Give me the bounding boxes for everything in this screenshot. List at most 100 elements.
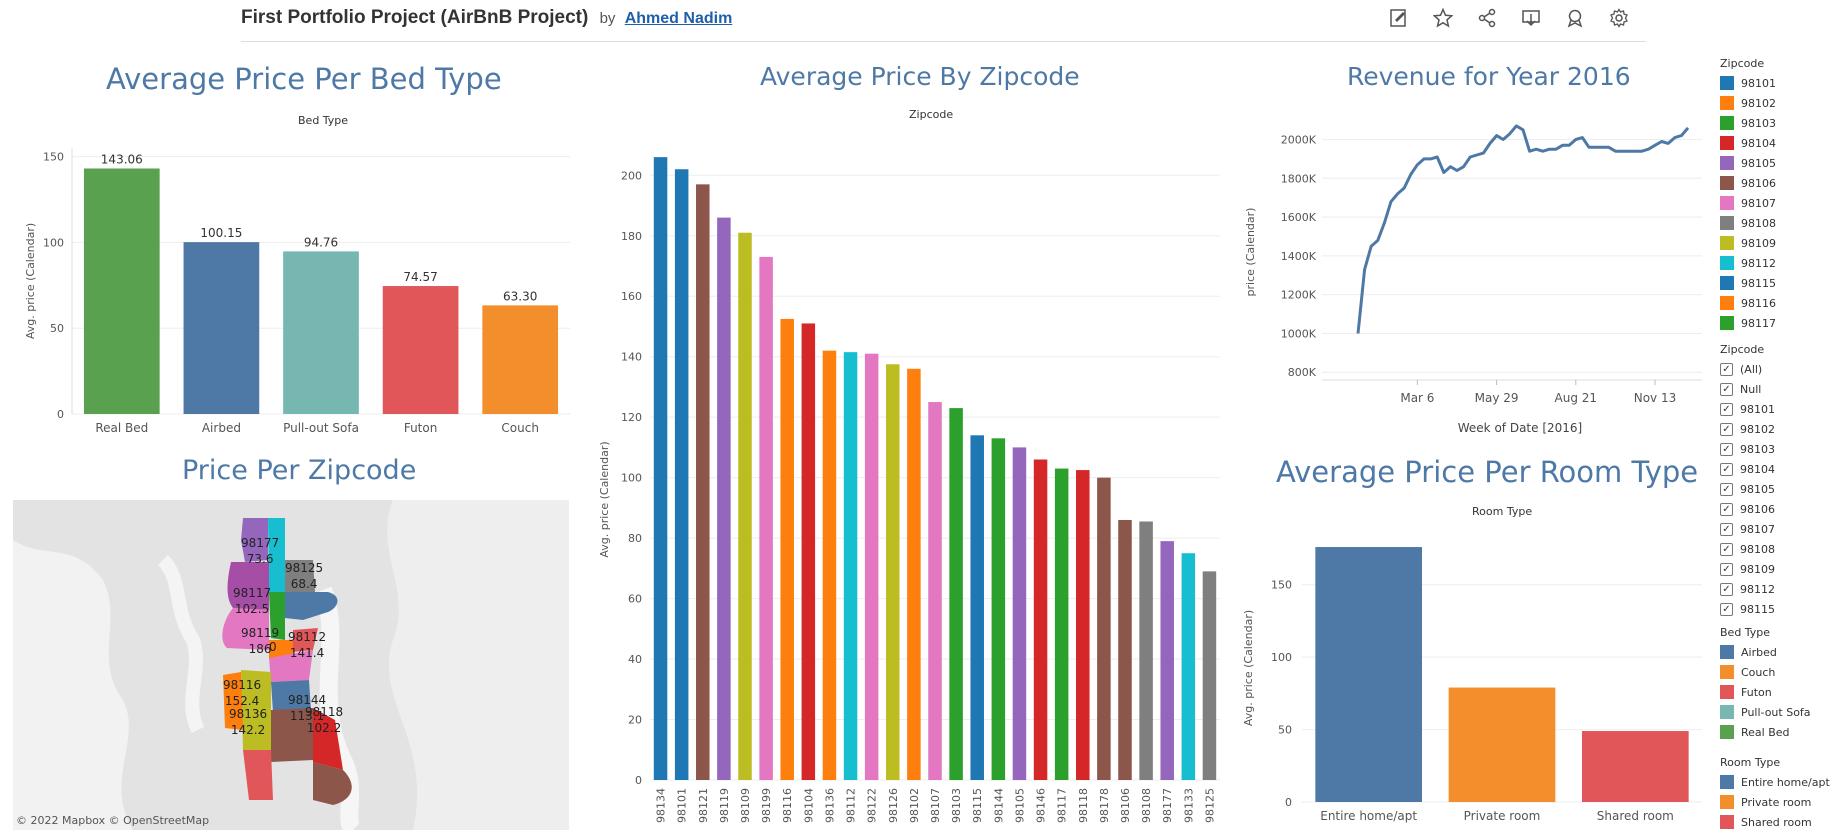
zipcode-filter-option[interactable]: ✓ 98104 [1720, 459, 1775, 479]
checkbox-icon[interactable]: ✓ [1720, 502, 1733, 516]
map-zip-code: 98136 [229, 707, 268, 721]
checkbox-icon[interactable]: ✓ [1720, 462, 1733, 476]
bed-x-tick: Pull-out Sofa [283, 421, 359, 435]
zipcode-legend-item[interactable]: 98105 [1720, 153, 1776, 173]
checkbox-icon[interactable]: ✓ [1720, 602, 1733, 616]
zipcode-filter-option[interactable]: ✓ 98108 [1720, 539, 1775, 559]
zipcode-legend-item[interactable]: 98103 [1720, 113, 1776, 133]
zipcode-filter-option[interactable]: ✓ 98103 [1720, 439, 1775, 459]
zipcode-legend-item[interactable]: 98102 [1720, 93, 1776, 113]
zipcode-legend-label: 98103 [1741, 116, 1776, 130]
author-link[interactable]: Ahmed Nadim [624, 10, 733, 27]
map-zip-label[interactable]: 98125 68.4 [285, 560, 323, 592]
bed-type-legend-swatch [1720, 685, 1734, 699]
checkbox-icon[interactable]: ✓ [1720, 582, 1733, 596]
bed-type-legend-item[interactable]: Airbed [1720, 642, 1811, 662]
zipcode-legend-label: 98107 [1741, 196, 1776, 210]
zipcode-filter-option[interactable]: ✓ 98112 [1720, 579, 1775, 599]
rev-y-tick: 1000K [1281, 327, 1317, 340]
header-divider [241, 41, 1646, 42]
share-icon[interactable] [1475, 6, 1499, 30]
zipcode-filter-option[interactable]: ✓ 98106 [1720, 499, 1775, 519]
checkbox-icon[interactable]: ✓ [1720, 522, 1733, 536]
bed-type-legend-item[interactable]: Couch [1720, 662, 1811, 682]
rev-y-tick: 2000K [1281, 134, 1317, 147]
zipcode-filter-option[interactable]: ✓ 98107 [1720, 519, 1775, 539]
bed-bar [482, 305, 559, 414]
zipcode-filter-option[interactable]: ✓ 98101 [1720, 399, 1775, 419]
rev-y-tick: 1200K [1281, 289, 1317, 302]
bed-type-legend-label: Pull-out Sofa [1741, 705, 1811, 719]
map-zip-label[interactable]: 98119 186 [241, 625, 279, 657]
bed-bar [183, 242, 260, 414]
bed-type-legend-item[interactable]: Pull-out Sofa [1720, 702, 1811, 722]
zipcode-filter-option[interactable]: ✓ (All) [1720, 359, 1775, 379]
map-zip-label[interactable]: 98144 113.1 [288, 692, 326, 724]
revenue-line-chart[interactable]: 800K 1000K 1200K 1400K 1600K 1800K 2000K price … [1232, 110, 1712, 440]
checkbox-icon[interactable]: ✓ [1720, 482, 1733, 496]
zipcode-filter-option[interactable]: ✓ Null [1720, 379, 1775, 399]
zipcode-legend-item[interactable]: 98116 [1720, 293, 1776, 313]
bed-type-legend-item[interactable]: Real Bed [1720, 722, 1811, 742]
zipcode-legend-item[interactable]: 98117 [1720, 313, 1776, 333]
bed-type-legend-item[interactable]: Futon [1720, 682, 1811, 702]
settings-icon[interactable] [1607, 6, 1631, 30]
zipcode-legend-item[interactable]: 98104 [1720, 133, 1776, 153]
zipcode-legend-title: Zipcode [1720, 57, 1765, 70]
map-zip-label[interactable]: 98136 142.2 [229, 706, 267, 738]
checkbox-icon[interactable]: ✓ [1720, 362, 1733, 376]
room-y-tick: 0 [1285, 796, 1292, 809]
checkbox-icon[interactable]: ✓ [1720, 562, 1733, 576]
room-type-legend-item[interactable]: Private room [1720, 792, 1830, 812]
bed-type-legend-swatch [1720, 665, 1734, 679]
room-type-legend-item[interactable]: Entire home/apt [1720, 772, 1830, 792]
room-type-chart[interactable]: 0 50 100 150 Avg. price (Calendar) Entire hom… [1232, 520, 1712, 836]
map-zip-label[interactable]: 98116 152.4 [223, 677, 261, 709]
bed-type-legend-title: Bed Type [1720, 626, 1771, 639]
room-x-tick: Shared room [1597, 809, 1674, 823]
zipcode-legend-item[interactable]: 98106 [1720, 173, 1776, 193]
room-type-legend-item[interactable]: Shared room [1720, 812, 1830, 832]
edit-icon[interactable] [1387, 6, 1411, 30]
map-zip-label[interactable]: 98117 102.5 [233, 585, 271, 617]
zipcode-filter-option[interactable]: ✓ 98105 [1720, 479, 1775, 499]
map-zip-label[interactable]: 98112 141.4 [288, 629, 326, 661]
zipcode-filter-option[interactable]: ✓ 98102 [1720, 419, 1775, 439]
zipcode-legend-item[interactable]: 98108 [1720, 213, 1776, 233]
zip-y-tick: 160 [621, 290, 642, 303]
star-icon[interactable] [1431, 6, 1455, 30]
map-attribution[interactable]: © 2022 Mapbox © OpenStreetMap [16, 814, 210, 827]
checkbox-icon[interactable]: ✓ [1720, 402, 1733, 416]
bed-x-tick: Airbed [202, 421, 241, 435]
zip-chart-header: Zipcode [909, 108, 954, 121]
checkbox-icon[interactable]: ✓ [1720, 542, 1733, 556]
zipcode-filter-option[interactable]: ✓ 98115 [1720, 599, 1775, 619]
room-type-legend-title: Room Type [1720, 756, 1781, 769]
zip-bar [1139, 521, 1153, 780]
zipcode-legend-item[interactable]: 98115 [1720, 273, 1776, 293]
download-icon[interactable] [1519, 6, 1543, 30]
zipcode-filter-label: Null [1740, 382, 1762, 396]
zipcode-legend-swatch [1720, 316, 1734, 330]
bed-value-label: 94.76 [304, 235, 338, 249]
zipcode-filter-option[interactable]: ✓ 98109 [1720, 559, 1775, 579]
zipcode-legend-item[interactable]: 98112 [1720, 253, 1776, 273]
bed-y-tick: 0 [57, 408, 64, 421]
map-zip-label[interactable]: 98118 102.2 [305, 704, 343, 736]
map-zip-label[interactable]: 98177 73.6 [241, 535, 279, 567]
room-x-tick: Private room [1464, 809, 1541, 823]
zip-bar [1181, 553, 1196, 780]
map-zip-value: 152.4 [224, 694, 260, 708]
zipcode-legend-item[interactable]: 98101 [1720, 73, 1776, 93]
zipcode-bar-chart[interactable]: 0 20 40 60 80 100 120 140 160 180 200 Avg. price (C… [580, 125, 1230, 830]
checkbox-icon[interactable]: ✓ [1720, 382, 1733, 396]
bed-type-chart[interactable]: 0 50 100 150 Avg. price (Calendar) 143.06 Real… [0, 130, 590, 450]
checkbox-icon[interactable]: ✓ [1720, 422, 1733, 436]
top-bar: First Portfolio Project (AirBnB Project)… [0, 0, 1842, 42]
zipcode-legend-item[interactable]: 98109 [1720, 233, 1776, 253]
zip-y-label: Avg. price (Calendar) [598, 441, 611, 557]
metrics-icon[interactable] [1563, 6, 1587, 30]
zipcode-map[interactable]: 98177 73.6 98125 68.4 98117 102.5 98119 186 9811… [13, 500, 569, 830]
checkbox-icon[interactable]: ✓ [1720, 442, 1733, 456]
zipcode-legend-item[interactable]: 98107 [1720, 193, 1776, 213]
